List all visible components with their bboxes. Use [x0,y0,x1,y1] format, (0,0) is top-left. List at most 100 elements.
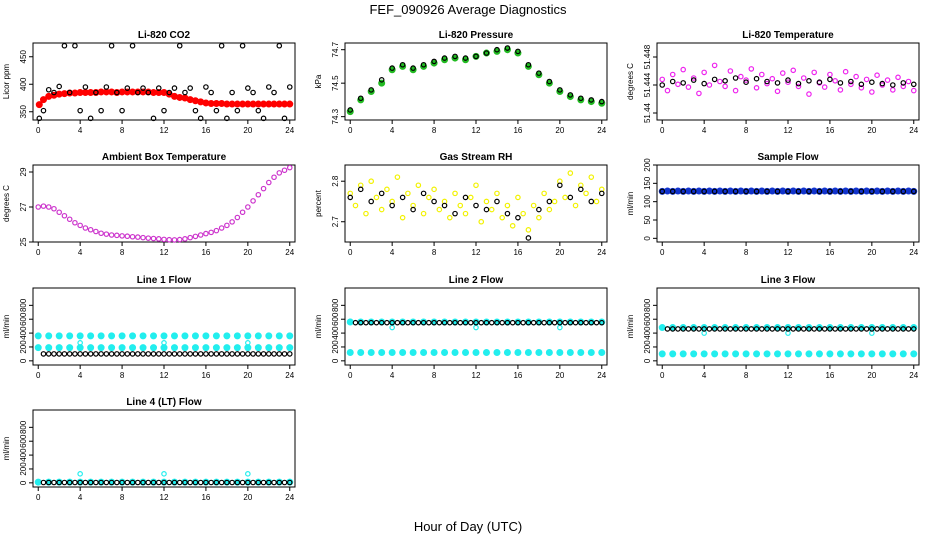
y-axis-label: percent [314,189,323,216]
data-point [567,194,574,201]
data-point [525,227,532,233]
data-point [66,216,73,223]
panel-pressure: Li-820 Pressure kPa 0 4 8 12 16 20 24 74.3 74.5 74.… [314,30,608,135]
data-point [583,190,589,197]
data-point [769,326,776,332]
data-point [473,202,479,209]
data-point [494,319,500,326]
data-point [245,85,251,91]
x-tick-label: 20 [243,371,252,380]
data-point [56,209,63,216]
data-point [394,319,401,326]
data-point [250,351,256,357]
data-point [837,87,844,93]
data-point [34,478,42,486]
data-point [785,79,791,86]
data-point [779,70,786,76]
data-point [378,349,386,357]
x-tick-label: 0 [660,371,665,380]
data-point [858,81,865,88]
series-spikes [77,340,251,346]
data-point [525,61,532,68]
data-point [784,350,792,358]
x-tick-label: 24 [909,371,918,380]
data-point [431,198,437,205]
data-point [482,349,490,357]
data-point [229,219,235,225]
data-point [260,185,267,192]
data-point [717,78,723,85]
data-point [187,85,194,91]
x-tick-label: 0 [348,248,353,257]
data-point [696,326,702,332]
data-point [879,188,886,195]
data-point [827,71,833,78]
data-point [155,479,162,486]
data-point [93,228,99,235]
data-point [286,332,294,340]
data-point [536,70,542,76]
data-point [669,326,676,332]
y-tick-label: 100 [643,194,652,208]
data-point [722,83,728,90]
data-point [869,89,875,95]
panel-title: Line 2 Flow [449,275,504,286]
data-point [229,479,235,486]
x-tick-label: 12 [160,371,169,380]
data-point [255,191,262,198]
data-point [276,170,283,176]
x-tick-label: 16 [513,371,522,380]
data-point [858,326,865,332]
data-point [82,225,89,231]
data-point [260,351,267,357]
data-point [452,190,458,197]
data-point [905,78,912,85]
x-tick-label: 8 [120,248,125,257]
x-tick-label: 12 [784,126,793,135]
y-tick-label: 600 [331,312,340,326]
data-point [388,349,396,357]
x-tick-label: 0 [36,248,41,257]
data-point [452,210,458,217]
panel-title: Line 4 (LT) Flow [126,397,202,408]
data-point [732,326,739,332]
x-tick-label: 4 [702,248,707,257]
x-tick-label: 20 [867,371,876,380]
data-point [213,351,220,357]
data-point [45,344,53,352]
data-point [483,206,490,213]
data-point [161,479,167,486]
data-point [815,350,823,358]
data-point [430,349,438,357]
data-point [520,210,526,217]
data-point [150,479,157,486]
data-point [842,68,849,75]
data-point [170,344,178,352]
x-tick-label: 12 [160,126,169,135]
data-point [82,84,89,90]
data-point [55,332,63,340]
data-point [753,75,760,82]
data-point [706,326,713,332]
data-point [239,209,246,216]
y-tick-label: 800 [643,298,652,312]
data-point [176,479,183,486]
data-point [900,83,907,90]
data-point [837,188,844,195]
data-point [245,340,251,346]
y-tick-label: 0 [331,358,340,363]
data-point [451,349,459,357]
data-point [124,351,131,357]
x-tick-label: 8 [432,126,437,135]
data-point [192,479,199,486]
data-point [562,319,568,326]
data-point [577,95,584,102]
data-point [806,78,812,84]
data-point [202,344,210,352]
data-point [224,351,230,357]
data-point [373,319,380,326]
data-point [145,479,152,486]
data-point [669,71,676,78]
data-point [857,350,865,358]
panel-title: Gas Stream RH [440,152,513,163]
